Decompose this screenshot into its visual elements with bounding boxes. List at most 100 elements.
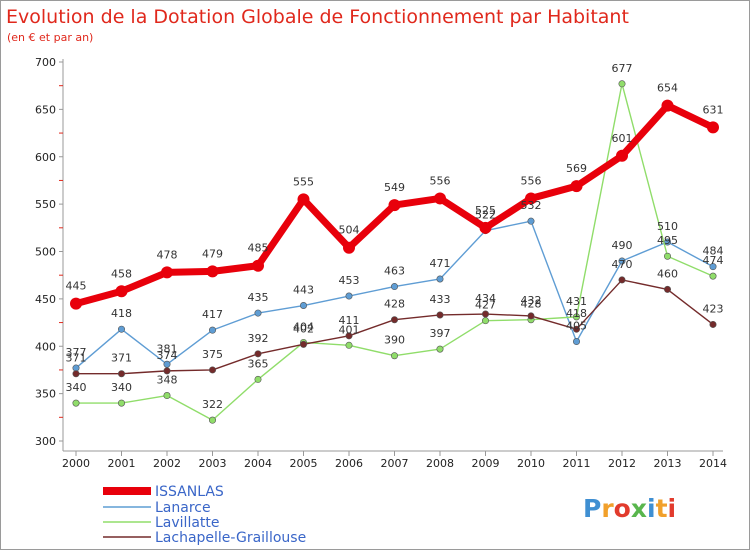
series-point (209, 416, 217, 424)
series-point (252, 259, 264, 272)
x-tick-label: 2004 (244, 457, 272, 470)
series-point (345, 332, 353, 340)
data-label: 474 (703, 254, 724, 267)
data-label: 654 (657, 82, 678, 95)
x-tick-label: 2000 (62, 457, 90, 470)
y-tick-label: 600 (35, 151, 56, 164)
data-label: 431 (566, 295, 587, 308)
series-point (345, 341, 353, 349)
y-tick-label: 450 (35, 293, 56, 306)
x-tick-label: 2011 (563, 457, 591, 470)
data-label: 340 (111, 381, 132, 394)
series-point (709, 263, 717, 271)
series-point (70, 297, 82, 310)
data-label: 631 (703, 103, 724, 116)
series-point (118, 370, 126, 378)
series-point (572, 338, 580, 346)
data-label: 478 (157, 248, 178, 261)
series-point (481, 317, 489, 325)
y-tick-label: 500 (35, 246, 56, 259)
series-point (527, 312, 535, 320)
series-point (527, 217, 535, 225)
logo-letter: x (631, 494, 647, 523)
data-label: 374 (157, 349, 178, 362)
data-label: 555 (293, 175, 314, 188)
series-point (345, 292, 353, 300)
series-point (572, 325, 580, 333)
x-tick-label: 2009 (472, 457, 500, 470)
data-label: 434 (475, 292, 496, 305)
data-label: 453 (339, 274, 360, 287)
data-label: 418 (111, 307, 132, 320)
series-point (436, 275, 444, 283)
data-label: 405 (566, 320, 587, 333)
data-label: 432 (521, 294, 542, 307)
data-label: 340 (66, 381, 87, 394)
data-label: 460 (657, 267, 678, 280)
series-point (115, 285, 128, 298)
logo-letter: o (614, 494, 631, 523)
data-label: 522 (475, 209, 496, 222)
x-tick-label: 2002 (153, 457, 181, 470)
y-tick-label: 550 (35, 198, 56, 211)
series-point (663, 252, 671, 260)
x-tick-label: 2008 (426, 457, 454, 470)
chart-title: Evolution de la Dotation Globale de Fonc… (6, 6, 629, 28)
data-label: 471 (430, 257, 451, 270)
data-label: 322 (202, 398, 223, 411)
y-tick-label: 700 (35, 56, 56, 69)
series-point (618, 276, 626, 284)
data-label: 677 (612, 62, 633, 75)
legend-label: Lanarce (155, 500, 211, 516)
y-tick-label: 350 (35, 388, 56, 401)
series-point (709, 272, 717, 280)
series-point (481, 310, 489, 318)
series-point (436, 345, 444, 353)
series-layer (70, 80, 719, 424)
series-point (163, 360, 171, 368)
data-label: 485 (248, 242, 269, 255)
series-point (390, 283, 398, 291)
data-label: 404 (293, 320, 314, 333)
data-label: 428 (384, 298, 405, 311)
legend-label: ISSANLAS (155, 484, 224, 500)
data-label: 435 (248, 291, 269, 304)
data-label: 525 (475, 204, 496, 217)
data-label: 463 (384, 265, 405, 278)
x-tick-label: 2006 (335, 457, 363, 470)
series-lachapelle-graillouse (72, 276, 717, 378)
data-label: 479 (202, 247, 223, 260)
y-tick-label: 650 (35, 103, 56, 116)
series-point (479, 221, 492, 234)
data-label: 458 (111, 267, 132, 280)
x-tick-label: 2014 (699, 457, 727, 470)
data-label: 377 (66, 346, 87, 359)
series-point (434, 192, 446, 205)
data-label: 401 (339, 323, 360, 336)
data-label: 381 (157, 342, 178, 355)
series-point (618, 257, 626, 265)
data-label: 490 (612, 239, 633, 252)
x-tick-label: 2013 (654, 457, 682, 470)
data-label: 504 (339, 224, 360, 237)
series-point (570, 180, 583, 193)
series-point (709, 320, 717, 328)
series-point (206, 265, 219, 278)
series-point (72, 370, 80, 378)
data-label: 601 (612, 132, 633, 145)
data-label: 417 (202, 308, 223, 321)
x-tick-label: 2010 (517, 457, 545, 470)
data-label: 371 (66, 352, 87, 365)
data-label: 397 (430, 327, 451, 340)
series-point (118, 399, 126, 407)
legend: ISSANLASLanarceLavillatteLachapelle-Grai… (103, 484, 306, 546)
logo-letter: r (601, 494, 614, 523)
y-tick-label: 400 (35, 340, 56, 353)
series-point (663, 285, 671, 293)
data-label: 495 (657, 234, 678, 247)
data-label: 375 (202, 348, 223, 361)
series-point (299, 302, 307, 310)
logo-letter: t (656, 494, 668, 523)
